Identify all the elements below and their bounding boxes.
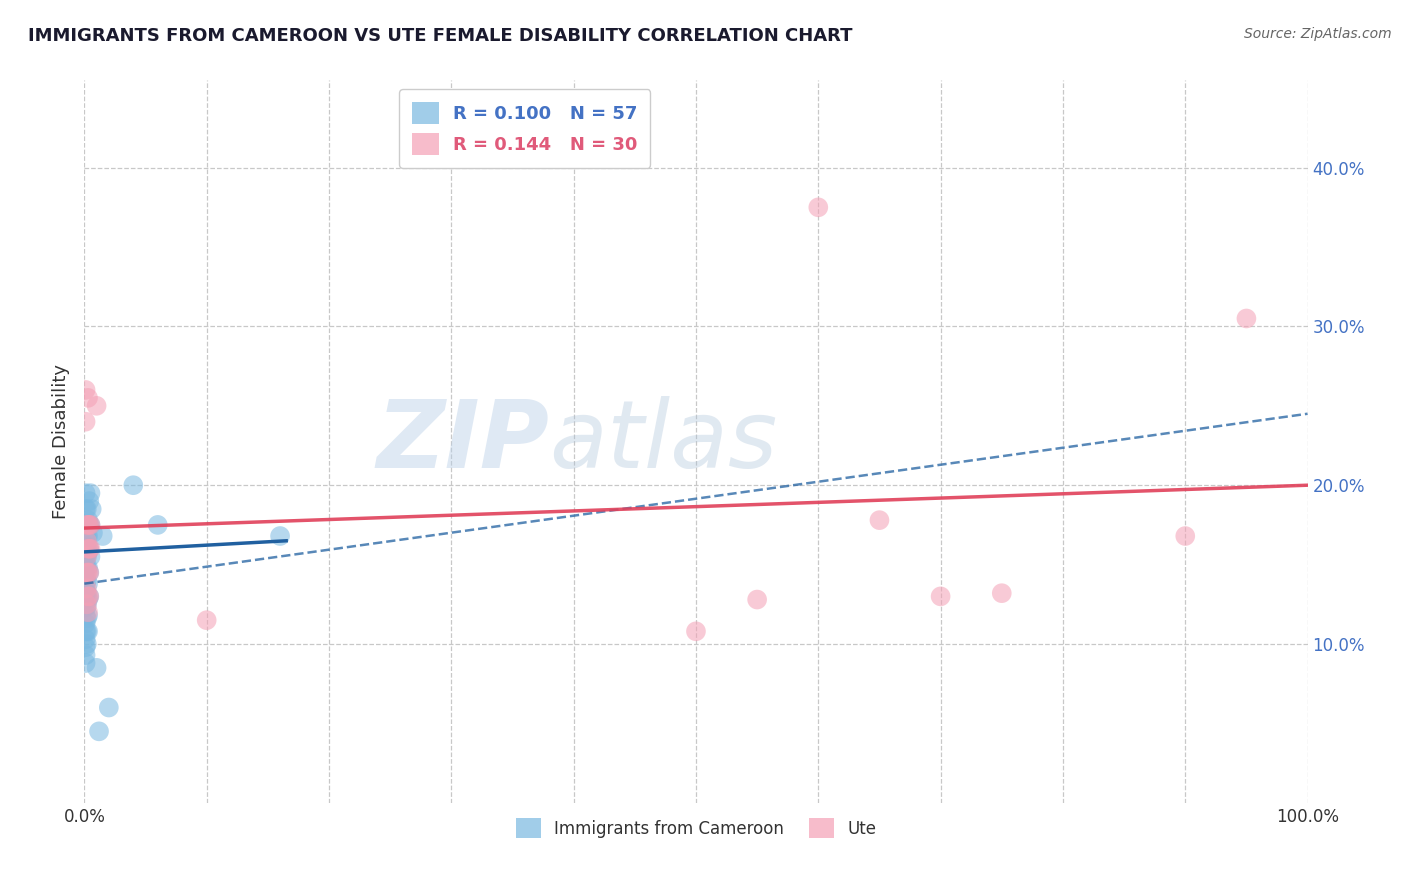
Point xyxy=(76,574,98,588)
Point xyxy=(77,517,100,532)
Point xyxy=(79,517,101,532)
Point xyxy=(76,517,98,532)
Point xyxy=(79,486,101,500)
Point xyxy=(76,549,98,564)
Point xyxy=(75,539,97,553)
Point xyxy=(75,568,97,582)
Point xyxy=(77,517,100,532)
Text: atlas: atlas xyxy=(550,396,778,487)
Point xyxy=(747,592,769,607)
Point xyxy=(75,624,97,639)
Point xyxy=(146,517,169,532)
Point xyxy=(77,608,100,623)
Point xyxy=(77,566,100,580)
Point xyxy=(77,566,100,580)
Point xyxy=(77,566,100,580)
Point xyxy=(685,624,707,639)
Point xyxy=(76,517,98,532)
Point xyxy=(75,517,97,532)
Point xyxy=(76,597,98,611)
Point xyxy=(75,486,97,500)
Text: IMMIGRANTS FROM CAMEROON VS UTE FEMALE DISABILITY CORRELATION CHART: IMMIGRANTS FROM CAMEROON VS UTE FEMALE D… xyxy=(28,27,852,45)
Point xyxy=(77,517,100,532)
Point xyxy=(1174,529,1197,543)
Point xyxy=(195,613,218,627)
Point xyxy=(75,600,97,615)
Point xyxy=(76,586,98,600)
Point xyxy=(77,624,100,639)
Point xyxy=(79,549,101,564)
Point xyxy=(77,529,100,543)
Point xyxy=(76,561,98,575)
Point xyxy=(76,549,98,564)
Point xyxy=(869,513,891,527)
Point xyxy=(77,561,100,575)
Point xyxy=(77,541,100,556)
Point xyxy=(76,502,98,516)
Point xyxy=(77,541,100,556)
Point xyxy=(75,576,97,591)
Point xyxy=(75,529,97,543)
Point xyxy=(76,539,98,553)
Point xyxy=(75,584,97,599)
Point xyxy=(75,383,97,397)
Point xyxy=(77,545,100,559)
Point xyxy=(91,529,114,543)
Y-axis label: Female Disability: Female Disability xyxy=(52,364,70,519)
Point xyxy=(86,661,108,675)
Point xyxy=(75,415,97,429)
Point xyxy=(75,553,97,567)
Point xyxy=(75,616,97,631)
Point xyxy=(122,478,145,492)
Point xyxy=(76,637,98,651)
Point xyxy=(76,566,98,580)
Point xyxy=(75,632,97,647)
Point xyxy=(269,529,291,543)
Point xyxy=(77,494,100,508)
Point xyxy=(76,529,98,543)
Point xyxy=(77,576,100,591)
Point xyxy=(76,624,98,639)
Point xyxy=(82,525,104,540)
Point xyxy=(77,605,100,619)
Point xyxy=(77,391,100,405)
Point xyxy=(77,541,100,556)
Point xyxy=(97,700,120,714)
Point xyxy=(1236,311,1258,326)
Point xyxy=(75,656,97,670)
Point xyxy=(75,502,97,516)
Point xyxy=(80,502,103,516)
Point xyxy=(86,399,108,413)
Text: ZIP: ZIP xyxy=(377,395,550,488)
Point xyxy=(75,561,97,575)
Point xyxy=(75,640,97,655)
Point xyxy=(77,513,100,527)
Point xyxy=(75,608,97,623)
Point xyxy=(807,200,830,214)
Point xyxy=(77,590,100,604)
Point xyxy=(75,545,97,559)
Point xyxy=(991,586,1014,600)
Point xyxy=(77,592,100,607)
Text: Source: ZipAtlas.com: Source: ZipAtlas.com xyxy=(1244,27,1392,41)
Point xyxy=(75,648,97,662)
Point xyxy=(76,533,98,548)
Point xyxy=(76,611,98,625)
Legend: Immigrants from Cameroon, Ute: Immigrants from Cameroon, Ute xyxy=(509,812,883,845)
Point xyxy=(76,599,98,613)
Point xyxy=(77,590,100,604)
Point xyxy=(76,582,98,596)
Point xyxy=(75,592,97,607)
Point xyxy=(929,590,952,604)
Point xyxy=(87,724,110,739)
Point xyxy=(79,541,101,556)
Point xyxy=(77,590,100,604)
Point xyxy=(79,517,101,532)
